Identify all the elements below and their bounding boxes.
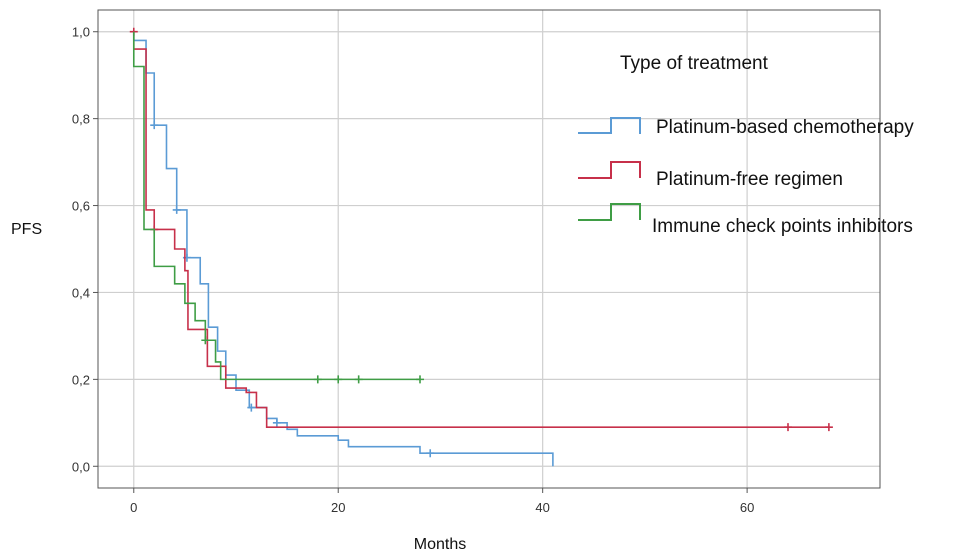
series-line-platinum-based bbox=[132, 31, 554, 467]
censor-mark-platinum-free bbox=[824, 423, 833, 432]
censor-mark-immune-checkpoint bbox=[201, 336, 210, 345]
legend-swatch-platinum-based bbox=[578, 117, 641, 134]
y-tick-label: 1,0 bbox=[72, 25, 90, 40]
x-tick-label: 0 bbox=[130, 500, 137, 515]
censor-mark-platinum-based bbox=[426, 449, 435, 458]
x-tick-label: 20 bbox=[331, 500, 345, 515]
censor-mark-immune-checkpoint bbox=[313, 375, 322, 384]
censor-mark-platinum-based bbox=[272, 418, 281, 427]
censor-mark-platinum-free bbox=[784, 423, 792, 432]
y-axis: 0,0 0,2 0,4 0,6 0,8 1,0 bbox=[72, 25, 98, 474]
x-axis: 0 20 40 60 bbox=[130, 488, 754, 515]
censor-mark-platinum-based bbox=[247, 403, 256, 412]
legend-item-platinum-based: Platinum-based chemotherapy bbox=[578, 117, 914, 138]
censor-mark-platinum-based bbox=[172, 205, 181, 214]
grid bbox=[98, 10, 880, 488]
y-tick-label: 0,0 bbox=[72, 459, 90, 474]
censor-mark-immune-checkpoint bbox=[354, 375, 363, 384]
x-tick-label: 60 bbox=[740, 500, 754, 515]
legend-label-platinum-based: Platinum-based chemotherapy bbox=[656, 117, 914, 138]
censor-mark-immune-checkpoint bbox=[416, 375, 424, 384]
legend-swatch-platinum-free bbox=[578, 161, 641, 179]
legend: Type of treatment Platinum-based chemoth… bbox=[578, 53, 914, 237]
legend-item-immune-checkpoint: Immune check points inhibitors bbox=[578, 203, 913, 237]
legend-item-platinum-free: Platinum-free regimen bbox=[578, 161, 843, 190]
y-axis-title: PFS bbox=[11, 221, 42, 238]
censor-mark-immune-checkpoint bbox=[334, 375, 343, 384]
y-tick-label: 0,4 bbox=[72, 285, 90, 300]
legend-title: Type of treatment bbox=[620, 53, 769, 74]
legend-swatch-immune-checkpoint bbox=[578, 203, 641, 221]
y-tick-label: 0,2 bbox=[72, 372, 90, 387]
y-tick-label: 0,8 bbox=[72, 112, 90, 127]
legend-label-platinum-free: Platinum-free regimen bbox=[656, 169, 843, 190]
series-line-immune-checkpoint bbox=[132, 31, 420, 381]
censor-mark-platinum-based bbox=[150, 121, 159, 130]
series-line-platinum-free bbox=[132, 31, 829, 428]
x-axis-title: Months bbox=[414, 536, 466, 553]
x-tick-label: 40 bbox=[535, 500, 549, 515]
series-layer bbox=[129, 27, 833, 467]
plot-frame bbox=[97, 9, 881, 489]
legend-label-immune-checkpoint: Immune check points inhibitors bbox=[652, 216, 913, 237]
y-tick-label: 0,6 bbox=[72, 199, 90, 214]
